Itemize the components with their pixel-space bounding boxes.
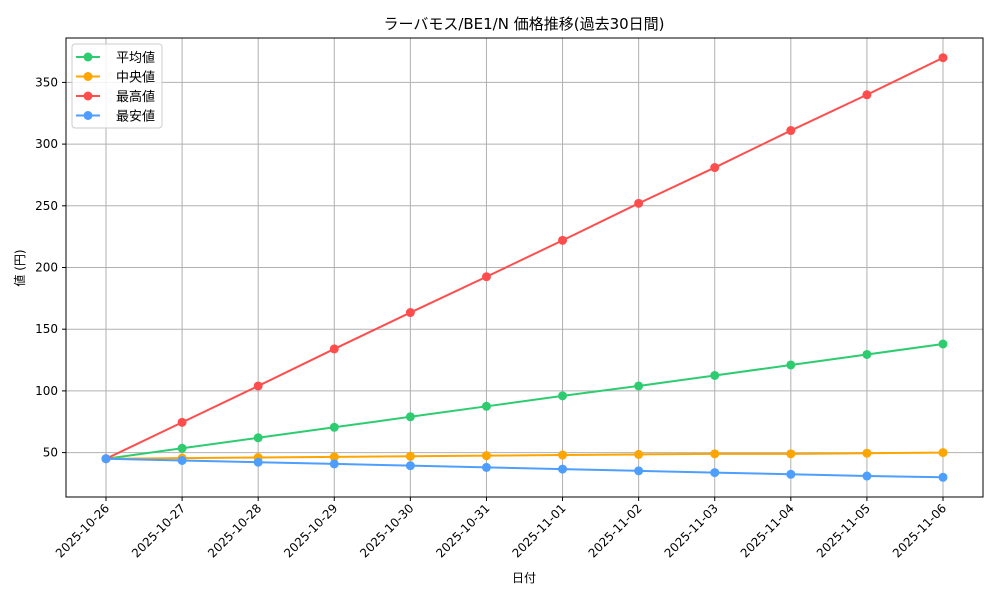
series-line <box>105 343 944 460</box>
y-tick-label: 150 <box>35 322 58 336</box>
data-point <box>710 449 720 459</box>
data-point <box>253 381 263 391</box>
x-axis-label: 日付 <box>512 571 536 585</box>
y-tick-label: 200 <box>35 261 58 275</box>
data-point <box>634 466 644 476</box>
data-point <box>177 417 187 427</box>
data-point <box>481 272 491 282</box>
data-point <box>405 308 415 318</box>
data-point <box>481 401 491 411</box>
data-point <box>862 349 872 359</box>
data-point <box>329 459 339 469</box>
data-point <box>405 451 415 461</box>
legend-label: 最高値 <box>116 89 155 105</box>
x-tick-label: 2025-11-02 <box>586 501 645 560</box>
data-point <box>481 451 491 461</box>
x-tick-label: 2025-10-27 <box>129 501 188 560</box>
data-point <box>862 448 872 458</box>
series-line <box>105 451 944 460</box>
data-point <box>253 457 263 467</box>
y-axis-label: 値 (円) <box>12 249 27 286</box>
legend-box <box>71 43 163 129</box>
x-tick-label: 2025-11-01 <box>509 501 568 560</box>
data-point <box>558 450 568 460</box>
series-line <box>105 457 944 479</box>
data-point <box>710 163 720 173</box>
x-tick-label: 2025-10-28 <box>205 501 264 560</box>
plot-frame <box>65 37 984 498</box>
data-point <box>786 449 796 459</box>
data-point <box>405 461 415 471</box>
data-point <box>938 472 948 482</box>
data-point <box>101 454 111 464</box>
data-point <box>634 449 644 459</box>
x-tick-label: 2025-11-04 <box>738 501 797 560</box>
data-point <box>938 448 948 458</box>
data-point <box>329 422 339 432</box>
data-point <box>329 452 339 462</box>
series-line <box>105 56 944 460</box>
y-tick-label: 100 <box>35 384 58 398</box>
x-tick-label: 2025-11-05 <box>814 501 873 560</box>
legend-label: 中央値 <box>116 70 155 86</box>
data-point <box>177 455 187 465</box>
data-point <box>481 462 491 472</box>
data-point <box>862 90 872 100</box>
x-tick-label: 2025-10-26 <box>53 501 112 560</box>
x-tick-label: 2025-10-29 <box>281 501 340 560</box>
data-point <box>786 360 796 370</box>
legend-marker <box>83 91 93 101</box>
data-point <box>177 443 187 453</box>
data-point <box>938 53 948 63</box>
y-tick-label: 250 <box>35 199 58 213</box>
data-point <box>862 471 872 481</box>
x-tick-label: 2025-11-03 <box>662 501 721 560</box>
data-point <box>558 391 568 401</box>
x-tick-label: 2025-10-30 <box>357 501 416 560</box>
data-point <box>786 126 796 136</box>
data-point <box>786 469 796 479</box>
x-tick-label: 2025-11-06 <box>890 501 949 560</box>
data-point <box>558 235 568 245</box>
data-point <box>634 381 644 391</box>
data-point <box>710 370 720 380</box>
data-point <box>558 464 568 474</box>
y-tick-label: 50 <box>43 446 58 460</box>
data-point <box>253 433 263 443</box>
y-tick-label: 300 <box>35 137 58 151</box>
legend-label: 最安値 <box>116 109 155 125</box>
legend-label: 平均値 <box>116 50 155 66</box>
y-tick-label: 350 <box>35 75 58 89</box>
data-point <box>634 198 644 208</box>
data-point <box>405 412 415 422</box>
legend-marker <box>83 52 93 62</box>
x-tick-label: 2025-10-31 <box>433 501 492 560</box>
legend-marker <box>83 72 93 81</box>
data-point <box>938 339 948 349</box>
data-point <box>329 344 339 354</box>
legend-marker <box>83 111 93 120</box>
data-point <box>710 468 720 478</box>
chart-title: ラーバモス/BE1/N 価格推移(過去30日間) <box>383 15 664 33</box>
